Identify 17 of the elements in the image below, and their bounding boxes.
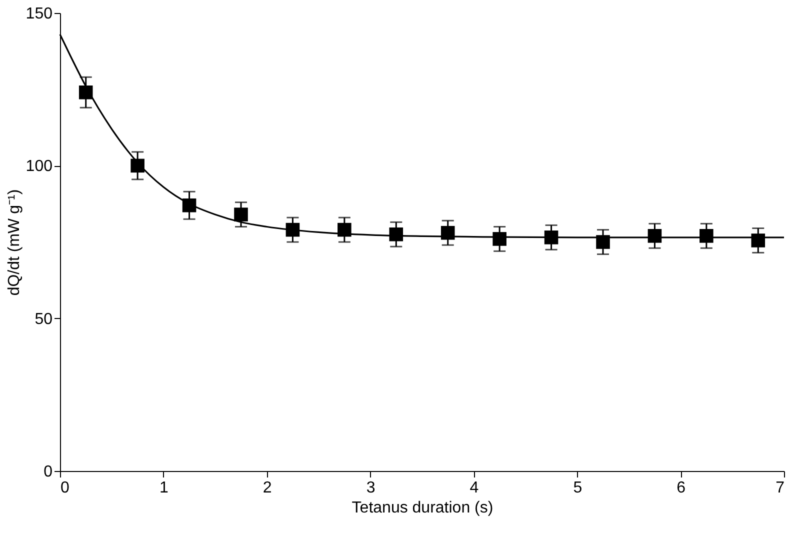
x-tick-label: 6 — [676, 480, 686, 496]
x-axis-title: Tetanus duration (s) — [352, 500, 494, 516]
y-tick-label: 0 — [44, 464, 53, 480]
y-tick-label: 100 — [26, 158, 53, 176]
x-tick-label: 2 — [262, 480, 272, 496]
point — [596, 235, 610, 249]
y-axis-title: dQ/dt (mW g⁻¹) — [6, 189, 23, 296]
y-tick-label: 150 — [26, 6, 53, 22]
x-tick-label: 4 — [470, 480, 479, 496]
y-tick-label: 50 — [34, 310, 53, 328]
point — [700, 229, 714, 243]
x-tick-label: 0 — [60, 480, 70, 496]
x-tick-label: 3 — [366, 480, 376, 496]
x-tick-label: 7 — [776, 480, 785, 496]
x-tick-label: 5 — [573, 480, 582, 496]
point — [234, 208, 248, 222]
x-tick-label: 1 — [159, 480, 168, 496]
